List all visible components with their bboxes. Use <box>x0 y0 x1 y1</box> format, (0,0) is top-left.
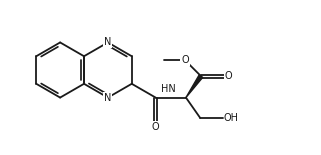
Text: O: O <box>152 122 160 132</box>
Text: O: O <box>181 55 189 65</box>
Text: O: O <box>225 71 232 81</box>
Text: OH: OH <box>224 113 239 123</box>
Text: N: N <box>104 93 112 103</box>
Polygon shape <box>186 75 203 98</box>
Text: HN: HN <box>160 84 175 94</box>
Text: N: N <box>104 38 112 47</box>
